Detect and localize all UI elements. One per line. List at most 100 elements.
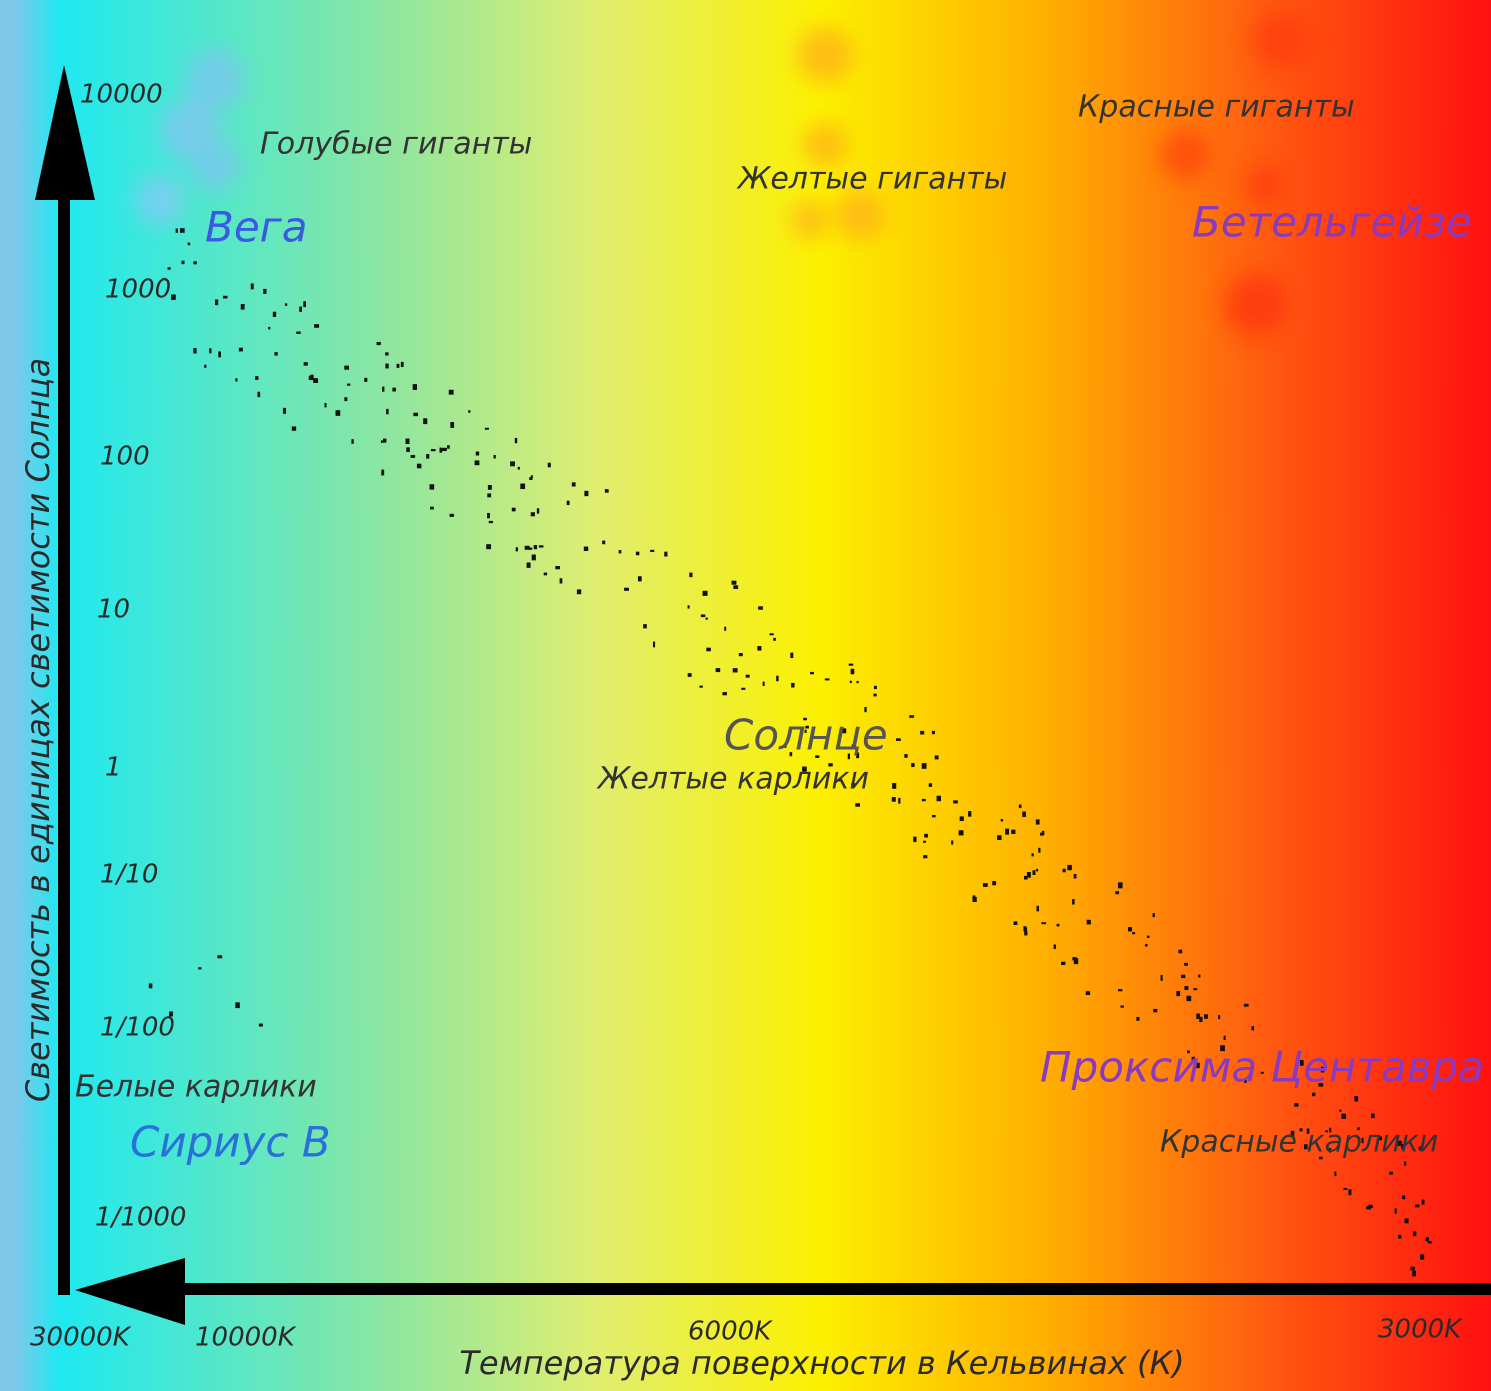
star-dot (450, 422, 455, 428)
star-dot (1401, 1143, 1405, 1149)
star-dot (733, 585, 739, 590)
star-dot (931, 814, 936, 818)
star-dot (803, 717, 807, 721)
star-dot (904, 754, 908, 758)
star-dot (179, 228, 185, 233)
star-dot (385, 363, 389, 369)
star-dot (484, 427, 489, 430)
star-dot (517, 466, 520, 470)
star-dot (637, 576, 642, 582)
star-dot (1191, 1056, 1195, 1062)
star-dot (1038, 847, 1041, 853)
y-tick: 1/100 (100, 1013, 175, 1043)
star-dot (1062, 868, 1066, 873)
star-dot (722, 692, 727, 696)
star-dot (1415, 1204, 1420, 1208)
star-dot (171, 294, 176, 300)
star-dot (1187, 1050, 1190, 1054)
star-dot (430, 448, 436, 452)
star-dot (1223, 1035, 1226, 1041)
star-dot (741, 687, 746, 690)
star-dot (849, 680, 852, 684)
star-dot (1040, 832, 1044, 836)
star-dot (1312, 1092, 1316, 1097)
star-dot (1198, 974, 1201, 978)
star-dot (1425, 1237, 1429, 1242)
star-dot (828, 763, 833, 767)
star-dot (873, 685, 877, 690)
star-dot (396, 363, 400, 368)
star-dot (1389, 1171, 1393, 1175)
star-dot (1319, 1156, 1323, 1160)
star-dot (583, 546, 589, 552)
star-dot (308, 375, 314, 381)
star-dot (405, 438, 410, 445)
star-dot (1329, 1127, 1332, 1133)
star-dot (652, 641, 656, 648)
star-dot (805, 725, 809, 729)
star-dot (240, 303, 245, 310)
star-dot (1184, 962, 1188, 966)
star-dot (856, 752, 860, 759)
star-dot (934, 755, 939, 760)
star-dot (972, 896, 977, 903)
star-dot (784, 742, 787, 748)
star-dot (650, 549, 655, 553)
star-dot (1035, 819, 1040, 825)
star-dot (1000, 819, 1004, 822)
y-axis (58, 150, 70, 1295)
star-dot (162, 277, 167, 281)
star-dot (1085, 991, 1091, 996)
star-dot (715, 668, 721, 673)
star-dot (303, 362, 308, 366)
star-dot (1053, 944, 1056, 950)
star-dot (1067, 864, 1072, 871)
star-dot (909, 715, 915, 718)
star-dot (802, 766, 807, 772)
star-dot (529, 477, 533, 480)
star-dot (968, 811, 972, 817)
star-dot (1421, 1199, 1425, 1205)
star-dot (364, 377, 368, 382)
star-dot (406, 447, 410, 452)
star-label: Солнце (724, 711, 888, 760)
star-dot (1195, 1062, 1200, 1069)
star-dot (1036, 905, 1040, 912)
star-dot (1061, 961, 1066, 965)
y-axis-label: Светимость в единицах светимости Солнца (19, 358, 57, 1102)
star-dot (1244, 1078, 1247, 1083)
star-dot (745, 674, 750, 678)
star-dot (284, 303, 288, 306)
star-dot (493, 455, 496, 459)
star-dot (413, 412, 419, 417)
star-dot (423, 418, 428, 425)
star-dot (1136, 1016, 1140, 1021)
star-dot (762, 681, 765, 686)
star-dot (837, 778, 841, 782)
star-dot (533, 545, 538, 550)
star-dot (167, 267, 171, 270)
star-dot (258, 1023, 263, 1027)
star-dot (732, 668, 738, 673)
star-dot (250, 283, 254, 290)
star-dot (351, 439, 354, 444)
y-tick: 100 (100, 442, 150, 472)
star-dot (958, 830, 964, 836)
star-dot (1243, 1003, 1249, 1007)
star-dot (824, 678, 830, 681)
star-dot (238, 347, 243, 352)
star-dot (447, 445, 450, 449)
star-dot (731, 580, 737, 585)
star-dot (702, 590, 708, 596)
star-dot (896, 738, 901, 741)
star-dot (1176, 991, 1181, 997)
star-dot (1005, 828, 1010, 835)
star-dot (215, 299, 219, 306)
star-dot (439, 447, 443, 453)
star-dot (1299, 1128, 1303, 1132)
y-tick: 1/10 (100, 860, 158, 890)
star-dot (566, 500, 570, 506)
star-dot (1348, 1189, 1352, 1196)
star-dot (1371, 1113, 1375, 1119)
star-dot (1011, 829, 1016, 835)
